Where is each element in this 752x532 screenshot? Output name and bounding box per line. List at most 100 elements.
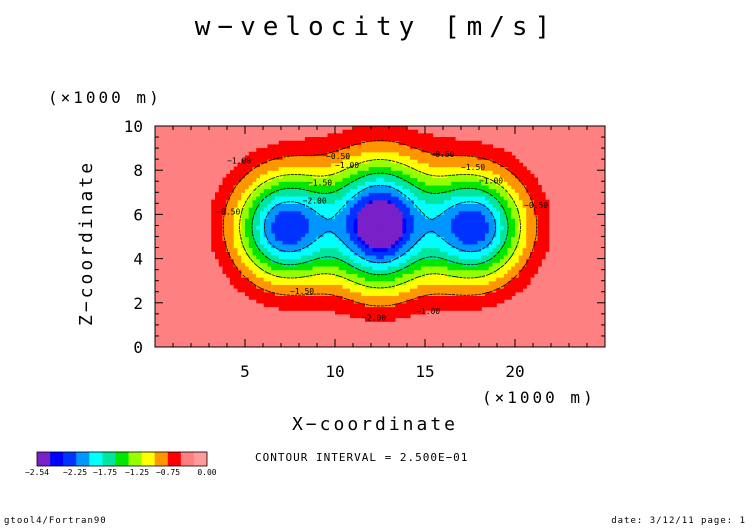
contour-cell bbox=[451, 288, 456, 293]
contour-cell bbox=[376, 254, 381, 260]
contour-cell bbox=[402, 254, 407, 260]
contour-cell bbox=[286, 159, 291, 164]
contour-cell bbox=[222, 251, 227, 256]
contour-cell bbox=[365, 192, 370, 197]
contour-cell bbox=[308, 188, 314, 193]
contour-cell bbox=[376, 291, 381, 297]
contour-cell bbox=[466, 140, 471, 146]
contour-cell bbox=[376, 273, 381, 278]
contour-cell bbox=[473, 306, 479, 311]
contour-cell bbox=[391, 192, 396, 197]
contour-cell bbox=[398, 148, 404, 153]
contour-cell bbox=[301, 195, 306, 201]
contour-cell bbox=[458, 295, 464, 300]
contour-cell bbox=[391, 273, 396, 278]
contour-cell bbox=[402, 273, 407, 278]
contour-cell bbox=[293, 151, 299, 157]
contour-cell bbox=[455, 203, 460, 208]
contour-cell bbox=[323, 273, 329, 278]
contour-cell bbox=[338, 159, 344, 164]
contour-cell bbox=[481, 229, 486, 234]
contour-cell bbox=[436, 265, 441, 271]
contour-cell bbox=[293, 218, 299, 223]
contour-cell bbox=[252, 155, 257, 160]
contour-cell bbox=[331, 137, 336, 142]
contour-cell bbox=[458, 162, 464, 168]
contour-cell bbox=[286, 243, 291, 249]
contour-cell bbox=[447, 243, 452, 249]
contour-cell bbox=[533, 221, 539, 227]
contour-cell bbox=[410, 262, 415, 267]
contour-cell bbox=[350, 288, 355, 293]
contour-cell bbox=[518, 210, 524, 215]
contour-cell bbox=[515, 188, 520, 193]
contour-cell bbox=[271, 184, 276, 190]
contour-cell bbox=[477, 265, 482, 271]
contour-cell bbox=[335, 140, 340, 146]
contour-cell bbox=[515, 284, 520, 289]
contour-cell bbox=[241, 247, 246, 252]
contour-cell bbox=[211, 243, 216, 249]
contour-cell bbox=[252, 236, 257, 241]
contour-cell bbox=[428, 277, 434, 282]
contour-cell bbox=[440, 262, 445, 267]
contour-cell bbox=[455, 177, 460, 182]
contour-cell bbox=[425, 218, 430, 223]
contour-cell bbox=[413, 262, 419, 267]
contour-cell bbox=[293, 302, 299, 308]
contour-cell bbox=[485, 188, 490, 193]
contour-cell bbox=[263, 218, 269, 223]
contour-cell bbox=[466, 162, 471, 168]
contour-cell bbox=[323, 302, 329, 308]
contour-cell bbox=[511, 225, 516, 230]
contour-cell bbox=[301, 225, 306, 230]
contour-cell bbox=[267, 148, 272, 153]
contour-cell bbox=[395, 277, 400, 282]
contour-cell bbox=[252, 207, 257, 212]
contour-cell bbox=[387, 232, 392, 238]
contour-cell bbox=[350, 302, 355, 308]
contour-cell bbox=[406, 280, 411, 285]
contour-cell bbox=[327, 133, 332, 138]
contour-cell bbox=[473, 265, 479, 271]
contour-cell bbox=[470, 284, 475, 289]
contour-cell bbox=[252, 225, 257, 230]
contour-cell bbox=[275, 262, 280, 267]
contour-cell bbox=[376, 295, 381, 300]
contour-cell bbox=[331, 140, 336, 146]
contour-cell bbox=[293, 251, 299, 256]
contour-cell bbox=[237, 232, 242, 238]
contour-cell bbox=[233, 192, 239, 197]
contour-cell bbox=[338, 265, 344, 271]
z-axis-unit: (×1000 m) bbox=[48, 88, 162, 107]
contour-cell bbox=[357, 203, 362, 208]
contour-cell bbox=[440, 218, 445, 223]
contour-cell bbox=[458, 265, 464, 271]
contour-cell bbox=[282, 247, 287, 252]
contour-cell bbox=[395, 162, 400, 168]
contour-cell bbox=[440, 299, 445, 304]
contour-cell bbox=[387, 251, 392, 256]
contour-cell bbox=[245, 258, 250, 263]
contour-cell bbox=[316, 188, 321, 193]
contour-cell bbox=[436, 225, 441, 230]
contour-cell bbox=[428, 177, 434, 182]
contour-cell bbox=[518, 243, 524, 249]
contour-cell bbox=[391, 310, 396, 315]
contour-cell bbox=[286, 247, 291, 252]
contour-cell bbox=[293, 188, 299, 193]
contour-cell bbox=[320, 302, 325, 308]
contour-cell bbox=[342, 210, 347, 215]
contour-cell bbox=[357, 137, 362, 142]
contour-cell bbox=[271, 151, 276, 157]
contour-cell bbox=[323, 251, 329, 256]
contour-cell bbox=[488, 280, 494, 285]
contour-cell bbox=[428, 207, 434, 212]
contour-cell bbox=[327, 269, 332, 274]
contour-cell bbox=[387, 210, 392, 215]
contour-cell bbox=[308, 225, 314, 230]
contour-cell bbox=[372, 162, 377, 168]
contour-cell bbox=[391, 170, 396, 175]
contour-cell bbox=[466, 192, 471, 197]
contour-cell bbox=[312, 188, 317, 193]
